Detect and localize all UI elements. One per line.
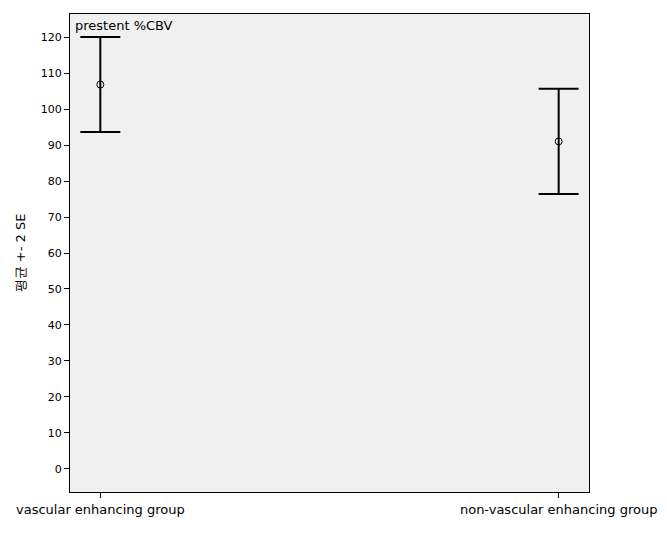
svg-text:100: 100 [41,103,62,116]
svg-text:평균 +- 2 SE: 평균 +- 2 SE [13,214,28,293]
svg-text:30: 30 [48,355,62,368]
svg-text:20: 20 [48,391,62,404]
svg-text:90: 90 [48,139,62,152]
svg-text:60: 60 [48,247,62,260]
svg-text:40: 40 [48,319,62,332]
svg-text:80: 80 [48,175,62,188]
svg-text:prestent %CBV: prestent %CBV [75,18,173,33]
svg-text:vascular enhancing group: vascular enhancing group [16,502,185,517]
svg-text:non-vascular enhancing group: non-vascular enhancing group [460,502,657,517]
svg-text:50: 50 [48,283,62,296]
svg-text:10: 10 [48,427,62,440]
svg-text:70: 70 [48,211,62,224]
svg-text:110: 110 [41,67,62,80]
svg-text:0: 0 [55,463,62,476]
svg-text:120: 120 [41,31,62,44]
